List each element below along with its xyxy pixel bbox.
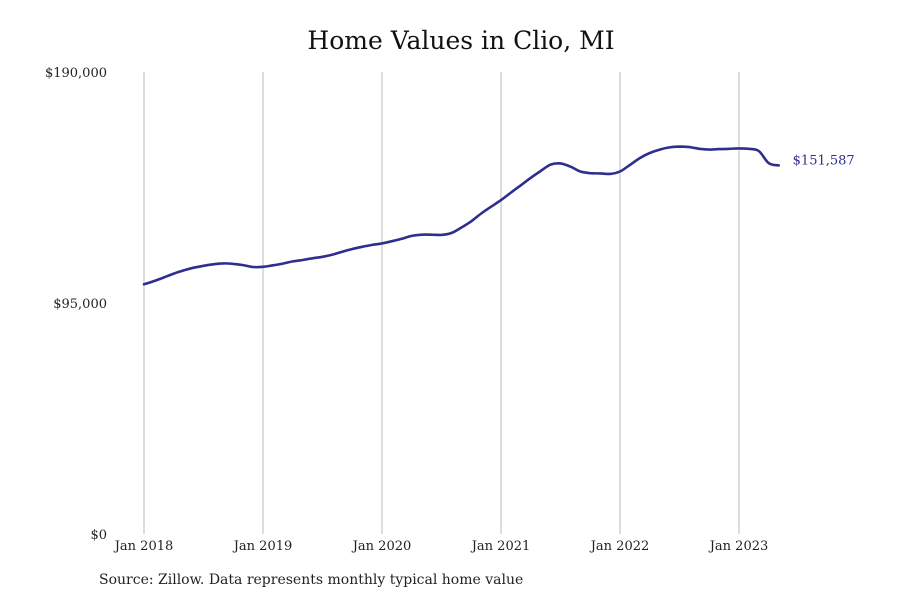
last-value-label: $151,587 [793, 153, 855, 168]
series-line [142, 145, 780, 286]
x-tick-label: Jan 2021 [470, 539, 531, 554]
x-tick-label: Jan 2022 [589, 539, 650, 554]
x-axis-ticks: Jan 2018 Jan 2019 Jan 2020 Jan 2021 Jan 2022… [113, 539, 769, 554]
y-tick-label: $190,000 [45, 66, 107, 81]
chart-title: Home Values in Clio, MI [307, 26, 615, 55]
x-tick-label: Jan 2019 [232, 539, 293, 554]
x-tick-label: Jan 2023 [708, 539, 769, 554]
y-tick-label: $95,000 [53, 297, 107, 312]
series-layer [142, 145, 780, 286]
source-note: Source: Zillow. Data represents monthly … [99, 572, 524, 588]
y-tick-label: $0 [90, 528, 107, 543]
x-tick-label: Jan 2018 [113, 539, 174, 554]
gridlines [143, 72, 740, 534]
y-axis-ticks: $0 $95,000 $190,000 [45, 66, 107, 543]
x-tick-label: Jan 2020 [351, 539, 412, 554]
